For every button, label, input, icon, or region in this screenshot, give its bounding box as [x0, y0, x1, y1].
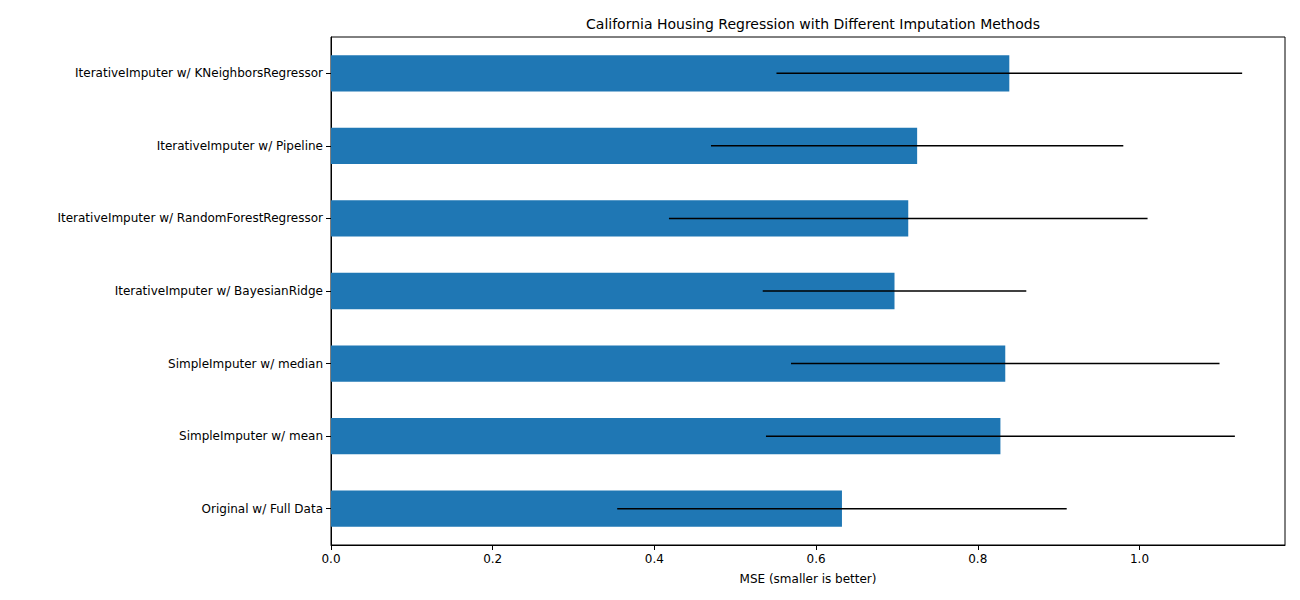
- svg-text:0.6: 0.6: [807, 552, 826, 566]
- svg-text:MSE (smaller is better): MSE (smaller is better): [740, 572, 877, 586]
- svg-text:0.8: 0.8: [968, 552, 987, 566]
- svg-text:SimpleImputer w/ mean: SimpleImputer w/ mean: [179, 429, 323, 443]
- svg-text:IterativeImputer w/ Pipeline: IterativeImputer w/ Pipeline: [157, 139, 323, 153]
- svg-text:0.0: 0.0: [321, 552, 340, 566]
- svg-text:Original w/ Full Data: Original w/ Full Data: [202, 502, 323, 516]
- svg-text:IterativeImputer w/ BayesianRi: IterativeImputer w/ BayesianRidge: [115, 284, 323, 298]
- svg-text:SimpleImputer w/ median: SimpleImputer w/ median: [168, 357, 323, 371]
- svg-text:California Housing Regression: California Housing Regression with Diffe…: [586, 16, 1040, 32]
- svg-text:0.2: 0.2: [483, 552, 502, 566]
- svg-text:0.4: 0.4: [645, 552, 664, 566]
- svg-text:IterativeImputer w/ RandomFore: IterativeImputer w/ RandomForestRegresso…: [57, 211, 323, 225]
- svg-text:1.0: 1.0: [1130, 552, 1149, 566]
- svg-text:IterativeImputer w/ KNeighbors: IterativeImputer w/ KNeighborsRegressor: [75, 66, 323, 80]
